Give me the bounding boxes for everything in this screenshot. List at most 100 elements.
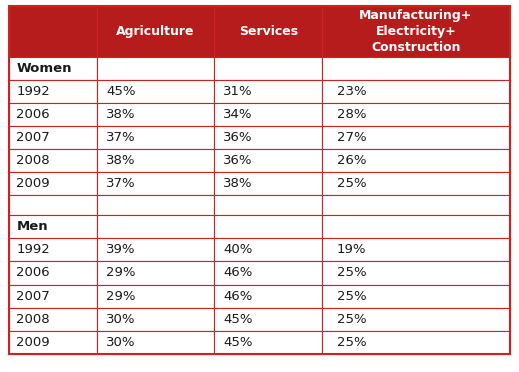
- Bar: [322, 103, 510, 126]
- Bar: [9, 262, 97, 285]
- Text: 28%: 28%: [337, 108, 366, 121]
- Bar: [9, 215, 97, 238]
- Text: 25%: 25%: [337, 336, 367, 349]
- Bar: [322, 215, 510, 238]
- Text: 45%: 45%: [223, 312, 253, 326]
- Bar: [322, 126, 510, 149]
- Bar: [97, 57, 214, 80]
- Bar: [9, 195, 97, 215]
- Bar: [97, 285, 214, 308]
- Bar: [97, 238, 214, 262]
- Text: 46%: 46%: [223, 289, 252, 302]
- Text: 30%: 30%: [106, 312, 136, 326]
- Bar: [97, 172, 214, 195]
- Bar: [9, 285, 97, 308]
- Bar: [9, 80, 97, 103]
- Bar: [322, 149, 510, 172]
- Text: 36%: 36%: [223, 154, 253, 167]
- Text: 29%: 29%: [106, 289, 136, 302]
- Text: 26%: 26%: [337, 154, 366, 167]
- Bar: [322, 308, 510, 331]
- Text: 2007: 2007: [16, 131, 50, 144]
- Text: 40%: 40%: [223, 243, 252, 256]
- Text: 2008: 2008: [16, 312, 50, 326]
- Bar: [9, 308, 97, 331]
- Bar: [9, 172, 97, 195]
- Bar: [97, 215, 214, 238]
- Text: 2009: 2009: [16, 336, 50, 349]
- Text: 29%: 29%: [106, 266, 136, 279]
- Text: 38%: 38%: [106, 108, 136, 121]
- Text: Agriculture: Agriculture: [116, 25, 195, 38]
- Bar: [214, 285, 322, 308]
- Bar: [214, 6, 322, 57]
- Text: 25%: 25%: [337, 266, 367, 279]
- Text: 30%: 30%: [106, 336, 136, 349]
- Text: 25%: 25%: [337, 312, 367, 326]
- Text: 46%: 46%: [223, 266, 252, 279]
- Text: 36%: 36%: [223, 131, 253, 144]
- Bar: [322, 80, 510, 103]
- Bar: [322, 172, 510, 195]
- Text: Women: Women: [16, 62, 72, 75]
- Text: Men: Men: [16, 220, 48, 233]
- Text: Services: Services: [239, 25, 298, 38]
- Bar: [322, 57, 510, 80]
- Text: 2006: 2006: [16, 108, 50, 121]
- Bar: [214, 57, 322, 80]
- Bar: [322, 238, 510, 262]
- Text: 31%: 31%: [223, 85, 253, 98]
- Bar: [9, 331, 97, 354]
- Bar: [9, 103, 97, 126]
- Bar: [97, 149, 214, 172]
- Bar: [214, 238, 322, 262]
- Text: 45%: 45%: [106, 85, 136, 98]
- Bar: [322, 6, 510, 57]
- Bar: [97, 80, 214, 103]
- Bar: [97, 6, 214, 57]
- Bar: [97, 195, 214, 215]
- Text: 37%: 37%: [106, 131, 136, 144]
- Bar: [9, 126, 97, 149]
- Bar: [214, 126, 322, 149]
- Bar: [322, 331, 510, 354]
- Text: 37%: 37%: [106, 177, 136, 190]
- Text: 2008: 2008: [16, 154, 50, 167]
- Bar: [9, 238, 97, 262]
- Text: 2007: 2007: [16, 289, 50, 302]
- Text: 2009: 2009: [16, 177, 50, 190]
- Text: 2006: 2006: [16, 266, 50, 279]
- Text: 25%: 25%: [337, 177, 367, 190]
- Bar: [97, 262, 214, 285]
- Bar: [214, 262, 322, 285]
- Bar: [214, 195, 322, 215]
- Text: 38%: 38%: [223, 177, 253, 190]
- Text: 1992: 1992: [16, 85, 50, 98]
- Bar: [214, 80, 322, 103]
- Text: 27%: 27%: [337, 131, 367, 144]
- Text: Manufacturing+
Electricity+
Construction: Manufacturing+ Electricity+ Construction: [359, 9, 472, 54]
- Bar: [214, 215, 322, 238]
- Text: 1992: 1992: [16, 243, 50, 256]
- Text: 19%: 19%: [337, 243, 366, 256]
- Bar: [97, 126, 214, 149]
- Bar: [97, 308, 214, 331]
- Text: 38%: 38%: [106, 154, 136, 167]
- Bar: [322, 285, 510, 308]
- Bar: [322, 195, 510, 215]
- Bar: [97, 331, 214, 354]
- Text: 45%: 45%: [223, 336, 253, 349]
- Text: 34%: 34%: [223, 108, 253, 121]
- Bar: [214, 103, 322, 126]
- Bar: [214, 149, 322, 172]
- Text: 23%: 23%: [337, 85, 367, 98]
- Bar: [9, 149, 97, 172]
- Bar: [9, 57, 97, 80]
- Bar: [214, 308, 322, 331]
- Text: 39%: 39%: [106, 243, 136, 256]
- Bar: [214, 172, 322, 195]
- Bar: [97, 103, 214, 126]
- Bar: [214, 331, 322, 354]
- Text: 25%: 25%: [337, 289, 367, 302]
- Bar: [322, 262, 510, 285]
